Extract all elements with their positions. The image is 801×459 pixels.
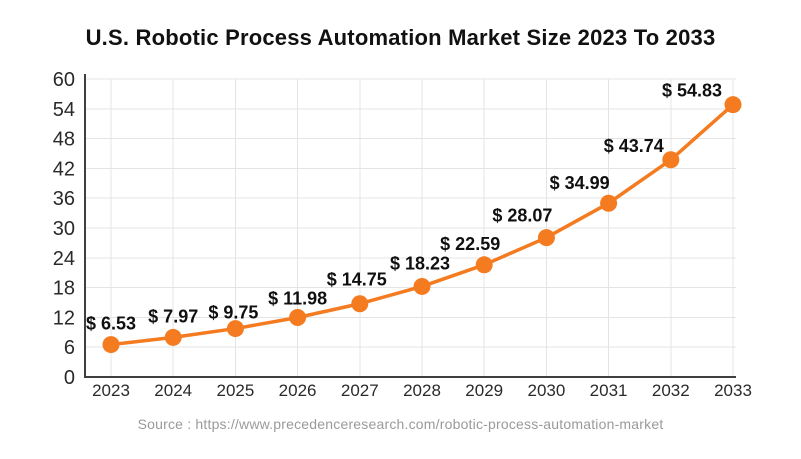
y-tick-label: 6 [64,337,75,359]
x-tick-label: 2028 [403,381,441,400]
data-point-label: $ 22.59 [440,234,500,254]
y-tick-label: 54 [53,99,75,121]
x-tick-label: 2025 [216,381,254,400]
data-point-marker [413,277,431,295]
y-tick-label: 12 [53,307,75,329]
data-point-label: $ 7.97 [148,306,198,326]
y-tick-label: 0 [64,367,75,389]
x-tick-label: 2033 [714,381,752,400]
x-tick-label: 2023 [92,381,130,400]
data-point-label: $ 34.99 [550,173,610,193]
y-tick-label: 24 [53,248,75,270]
y-tick-label: 36 [53,188,75,210]
data-point-label: $ 11.98 [268,288,327,308]
data-point-marker [164,328,182,346]
y-tick-label: 30 [53,218,75,240]
source-caption: Source : https://www.precedenceresearch.… [137,416,664,432]
data-point-marker [351,295,369,313]
data-point-marker [475,256,493,274]
y-tick-label: 42 [53,158,75,180]
x-tick-label: 2029 [465,381,503,400]
data-point-label: $ 14.75 [327,270,387,290]
x-tick-label: 2024 [154,381,192,400]
x-tick-label: 2030 [527,381,565,400]
data-point-label: $ 18.23 [390,253,450,273]
data-point-marker [724,96,742,114]
x-tick-label: 2026 [279,381,317,400]
x-tick-label: 2031 [590,381,628,400]
data-point-marker [226,320,244,338]
x-tick-label: 2032 [652,381,690,400]
data-point-marker [600,194,618,212]
y-tick-label: 18 [53,278,75,300]
data-point-label: $ 54.83 [662,81,722,101]
data-point-label: $ 9.75 [208,303,258,323]
chart-title: U.S. Robotic Process Automation Market S… [85,25,716,50]
data-point-label: $ 43.74 [604,136,664,156]
data-point-marker [289,308,307,326]
y-tick-label: 48 [53,129,75,151]
data-point-label: $ 6.53 [86,314,136,334]
data-point-marker [102,336,120,354]
data-point-marker [537,229,555,247]
x-tick-label: 2027 [341,381,379,400]
y-tick-label: 60 [53,69,75,91]
data-point-label: $ 28.07 [492,206,552,226]
data-point-marker [662,151,680,169]
